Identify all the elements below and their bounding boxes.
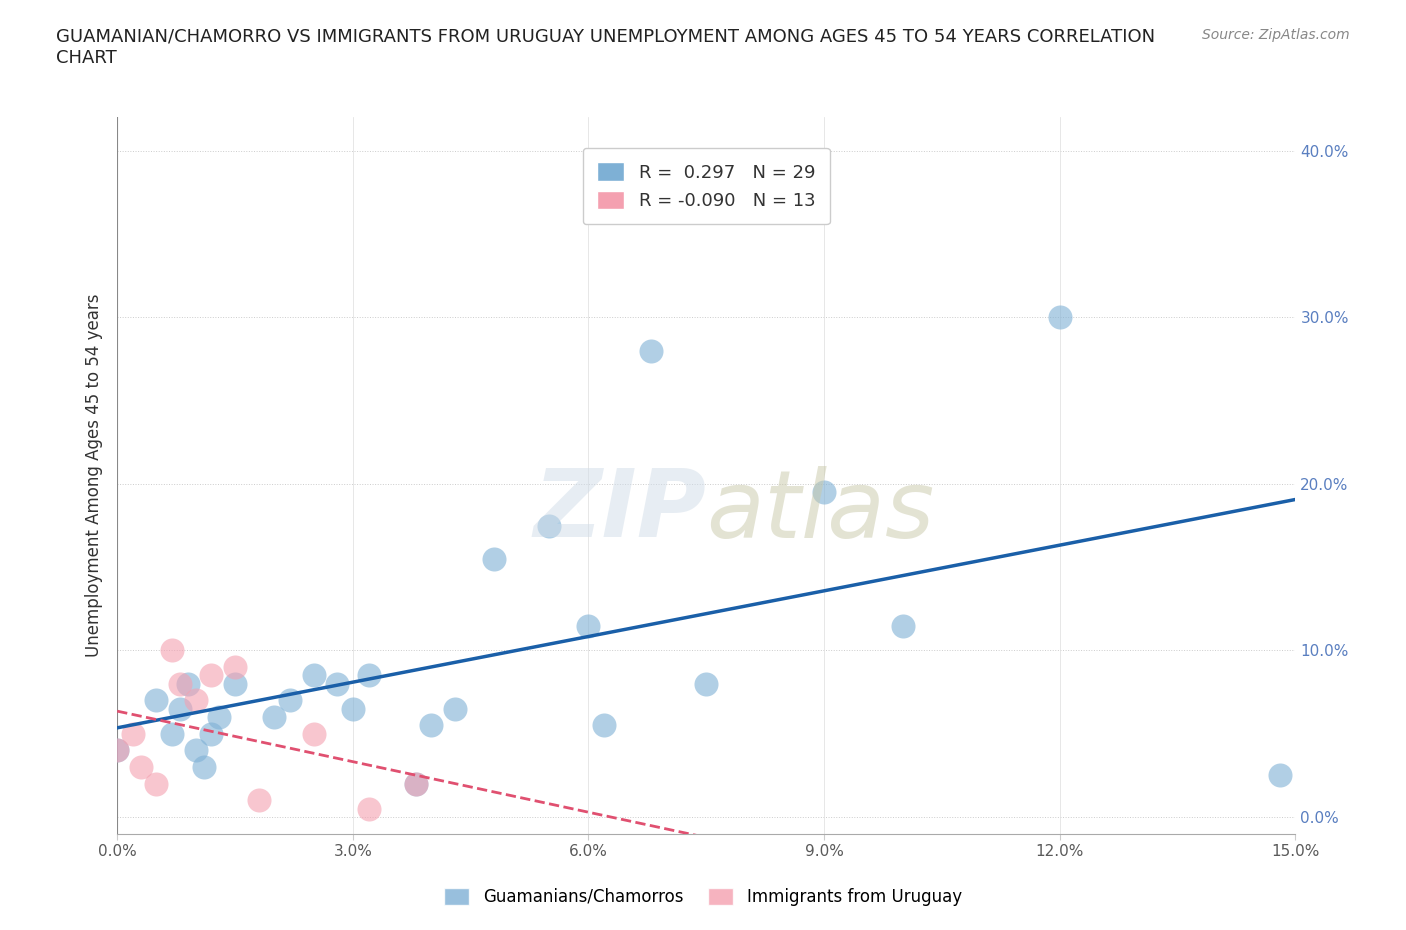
Text: Source: ZipAtlas.com: Source: ZipAtlas.com bbox=[1202, 28, 1350, 42]
Legend: R =  0.297   N = 29, R = -0.090   N = 13: R = 0.297 N = 29, R = -0.090 N = 13 bbox=[583, 148, 830, 224]
Text: ZIP: ZIP bbox=[533, 465, 706, 557]
Text: GUAMANIAN/CHAMORRO VS IMMIGRANTS FROM URUGUAY UNEMPLOYMENT AMONG AGES 45 TO 54 Y: GUAMANIAN/CHAMORRO VS IMMIGRANTS FROM UR… bbox=[56, 28, 1156, 67]
Point bbox=[891, 618, 914, 633]
Point bbox=[1049, 310, 1071, 325]
Point bbox=[357, 802, 380, 817]
Point bbox=[484, 551, 506, 566]
Legend: Guamanians/Chamorros, Immigrants from Uruguay: Guamanians/Chamorros, Immigrants from Ur… bbox=[437, 881, 969, 912]
Point bbox=[357, 668, 380, 683]
Point bbox=[578, 618, 600, 633]
Point bbox=[145, 777, 167, 791]
Point bbox=[105, 743, 128, 758]
Point bbox=[302, 668, 325, 683]
Point bbox=[200, 726, 222, 741]
Point bbox=[278, 693, 301, 708]
Point bbox=[593, 718, 616, 733]
Point bbox=[405, 777, 427, 791]
Point bbox=[247, 793, 270, 808]
Y-axis label: Unemployment Among Ages 45 to 54 years: Unemployment Among Ages 45 to 54 years bbox=[86, 294, 103, 658]
Point bbox=[695, 676, 717, 691]
Point bbox=[263, 710, 285, 724]
Point bbox=[193, 760, 215, 775]
Point bbox=[444, 701, 467, 716]
Point bbox=[184, 743, 207, 758]
Point bbox=[200, 668, 222, 683]
Point bbox=[169, 701, 191, 716]
Point bbox=[122, 726, 145, 741]
Point bbox=[326, 676, 349, 691]
Point bbox=[129, 760, 152, 775]
Point bbox=[342, 701, 364, 716]
Point bbox=[169, 676, 191, 691]
Text: atlas: atlas bbox=[706, 466, 935, 557]
Point bbox=[160, 726, 183, 741]
Point bbox=[105, 743, 128, 758]
Point bbox=[538, 518, 561, 533]
Point bbox=[405, 777, 427, 791]
Point bbox=[813, 485, 835, 499]
Point bbox=[208, 710, 231, 724]
Point bbox=[1268, 768, 1291, 783]
Point bbox=[145, 693, 167, 708]
Point bbox=[640, 343, 662, 358]
Point bbox=[224, 676, 246, 691]
Point bbox=[177, 676, 200, 691]
Point bbox=[160, 643, 183, 658]
Point bbox=[224, 659, 246, 674]
Point bbox=[302, 726, 325, 741]
Point bbox=[184, 693, 207, 708]
Point bbox=[420, 718, 443, 733]
